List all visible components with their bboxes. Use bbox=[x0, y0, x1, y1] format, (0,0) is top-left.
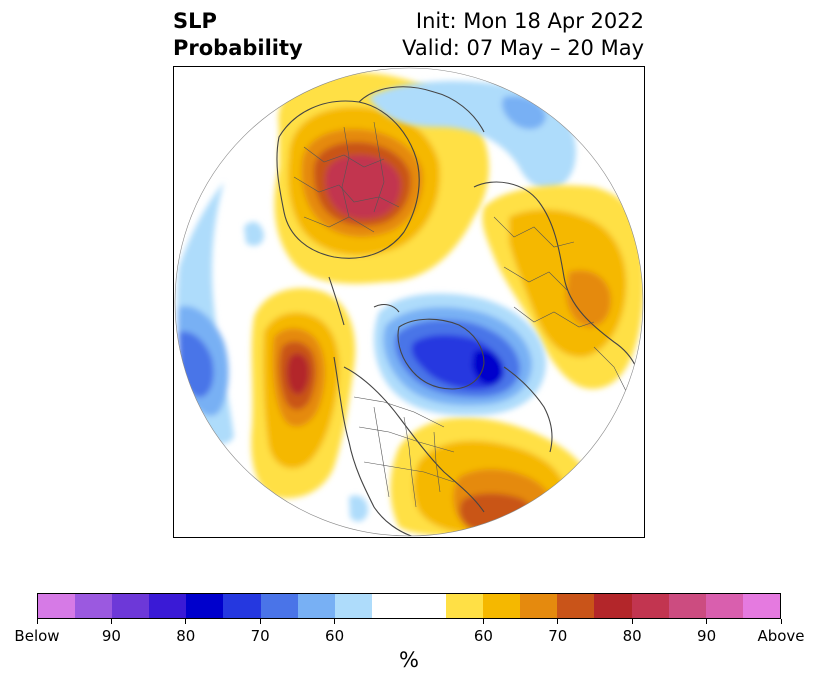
title-right: Init: Mon 18 Apr 2022 Valid: 07 May – 20… bbox=[402, 8, 644, 62]
colorbar-segment bbox=[483, 594, 521, 618]
colorbar-tick-label: 90 bbox=[101, 627, 121, 645]
colorbar-segment bbox=[557, 594, 595, 618]
colorbar-tick-label: 80 bbox=[622, 627, 642, 645]
polar-map bbox=[174, 67, 644, 537]
init-date: Init: Mon 18 Apr 2022 bbox=[415, 9, 644, 33]
colorbar-tick-label: 70 bbox=[548, 627, 568, 645]
title-left: SLP Probability bbox=[173, 8, 303, 62]
colorbar-tick-mark bbox=[259, 619, 261, 624]
colorbar-segment bbox=[186, 594, 224, 618]
colorbar-tick-label: Below bbox=[14, 627, 60, 645]
colorbar-tick-mark bbox=[780, 619, 782, 624]
colorbar-tick-label: 70 bbox=[250, 627, 270, 645]
colorbar-segment bbox=[223, 594, 261, 618]
title-variable: SLP bbox=[173, 9, 217, 33]
colorbar-segment bbox=[631, 594, 669, 618]
colorbar-tick-mark bbox=[36, 619, 38, 624]
colorbar-tick-label: Above bbox=[757, 627, 805, 645]
colorbar-tick-label: 60 bbox=[325, 627, 345, 645]
colorbar-segment bbox=[297, 594, 335, 618]
anomaly-above-asia bbox=[482, 185, 643, 389]
colorbar-tick-mark bbox=[110, 619, 112, 624]
colorbar-tick-mark bbox=[334, 619, 336, 624]
colorbar-segment bbox=[408, 594, 447, 618]
colorbar-segment bbox=[520, 594, 558, 618]
colorbar-tick-label: 60 bbox=[473, 627, 493, 645]
borders bbox=[293, 121, 635, 508]
anomaly-below-arctic bbox=[374, 293, 546, 416]
colorbar-segment bbox=[705, 594, 743, 618]
colorbar-segment bbox=[38, 594, 76, 618]
colorbar-unit-label: % bbox=[399, 648, 419, 672]
colorbar-segment bbox=[334, 594, 372, 618]
map-panel bbox=[173, 66, 645, 538]
valid-range: Valid: 07 May – 20 May bbox=[402, 36, 644, 60]
colorbar-tick-mark bbox=[631, 619, 633, 624]
colorbar-segment bbox=[446, 594, 484, 618]
anomaly-above-atlantic bbox=[390, 417, 594, 536]
colorbar-tick-label: 90 bbox=[697, 627, 717, 645]
anomaly-below-pacific bbox=[177, 182, 234, 445]
anomaly-above-pacific bbox=[251, 288, 356, 499]
coastlines bbox=[276, 86, 643, 536]
colorbar-tick-label: 80 bbox=[176, 627, 196, 645]
colorbar bbox=[37, 593, 781, 619]
colorbar-segment bbox=[742, 594, 780, 618]
colorbar-segment bbox=[668, 594, 706, 618]
colorbar-tick-mark bbox=[185, 619, 187, 624]
colorbar-segment bbox=[149, 594, 187, 618]
colorbar-segment bbox=[260, 594, 298, 618]
colorbar-tick-mark bbox=[706, 619, 708, 624]
colorbar-segment bbox=[112, 594, 150, 618]
colorbar-tick-mark bbox=[482, 619, 484, 624]
title-product: Probability bbox=[173, 36, 303, 60]
colorbar-segment bbox=[371, 594, 409, 618]
colorbar-segment bbox=[75, 594, 113, 618]
colorbar-segment bbox=[594, 594, 632, 618]
colorbar-tick-mark bbox=[557, 619, 559, 624]
